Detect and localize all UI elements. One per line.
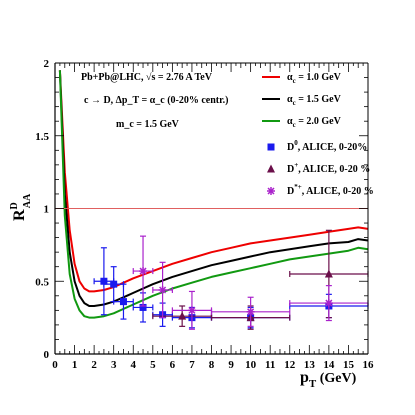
x-tick-label-3: 3 [111, 359, 117, 371]
y-tick-label-3: 1.5 [35, 131, 49, 143]
y-axis-title: RD AA [9, 193, 33, 221]
y-axis-title-main: R [11, 209, 28, 221]
y-tick-label-1: 0.5 [35, 276, 49, 288]
legend-entry-1: αc = 1.0 GeV [262, 72, 342, 85]
data-point-3-5 [289, 285, 369, 322]
x-tick-label-1: 1 [72, 359, 78, 371]
series-line-2 [58, 70, 369, 307]
data-point-3-3 [171, 290, 213, 330]
measurement-points [93, 229, 369, 330]
x-axis-title-main: p [300, 369, 309, 386]
legend-entry-2: αc = 1.5 GeV [262, 94, 342, 107]
annotation-collision-system: Pb+Pb@LHC, √s = 2.76 A TeV [81, 72, 213, 83]
legend-entry-data-2: D+, ALICE, 0-20 % [267, 161, 370, 175]
annotation-energy-loss: c → D, Δp_T = α_c (0-20% centr.) [84, 95, 228, 106]
x-tick-label-0: 0 [52, 359, 58, 371]
x-axis-title-unit: (GeV) [316, 371, 356, 386]
x-tick-label-2: 2 [91, 359, 97, 371]
y-tick-label-2: 1 [44, 204, 50, 216]
legend-data-label-2: D+, ALICE, 0-20 % [287, 161, 370, 175]
data-point-1-3 [113, 283, 134, 320]
x-tick-label-7: 7 [189, 359, 195, 371]
data-point-2-1 [152, 305, 213, 327]
y-tick-label-0: 0 [44, 349, 50, 361]
x-tick-label-10: 10 [245, 359, 257, 371]
legend-data-label-1: D0, ALICE, 0-20% [287, 139, 367, 153]
legend-label-1: αc = 1.0 GeV [287, 72, 342, 85]
x-tick-label-12: 12 [284, 359, 296, 371]
legend-data-label-3: D*+, ALICE, 0-20 % [287, 183, 374, 197]
legend: αc = 1.0 GeV αc = 1.5 GeV αc = 2.0 GeV D0, … [262, 72, 374, 197]
x-tick-label-4: 4 [131, 359, 137, 371]
x-tick-label-13: 13 [304, 359, 316, 371]
x-tick-label-5: 5 [150, 359, 156, 371]
y-axis-title-sup: D [9, 202, 20, 209]
x-tick-label-14: 14 [323, 359, 335, 371]
legend-label-2: αc = 1.5 GeV [287, 94, 342, 107]
legend-entry-data-1: D0, ALICE, 0-20% [267, 139, 367, 153]
legend-label-3: αc = 2.0 GeV [287, 116, 342, 129]
legend-entry-3: αc = 2.0 GeV [262, 116, 342, 129]
data-point-3-1 [132, 235, 154, 307]
x-tick-label-11: 11 [265, 359, 275, 371]
x-tick-label-8: 8 [209, 359, 215, 371]
x-tick-label-9: 9 [228, 359, 234, 371]
x-tick-label-16: 16 [363, 359, 375, 371]
x-tick-label-6: 6 [170, 359, 176, 371]
data-point-3-4 [210, 296, 291, 327]
data-point-3-2 [152, 261, 173, 319]
x-tick-label-15: 15 [343, 359, 355, 371]
y-axis-title-sub: AA [22, 193, 33, 208]
legend-marker-2 [267, 164, 275, 173]
legend-marker-1 [267, 143, 275, 151]
y-tick-label-4: 2 [44, 58, 50, 70]
series-line-3 [58, 70, 369, 319]
legend-entry-data-3: D*+, ALICE, 0-20 % [267, 183, 374, 197]
x-axis-title: pT (GeV) [300, 369, 357, 390]
x-axis-title-sub: T [309, 378, 317, 390]
annotation-charm-mass: m_c = 1.5 GeV [116, 119, 180, 130]
legend-marker-3 [267, 187, 275, 195]
